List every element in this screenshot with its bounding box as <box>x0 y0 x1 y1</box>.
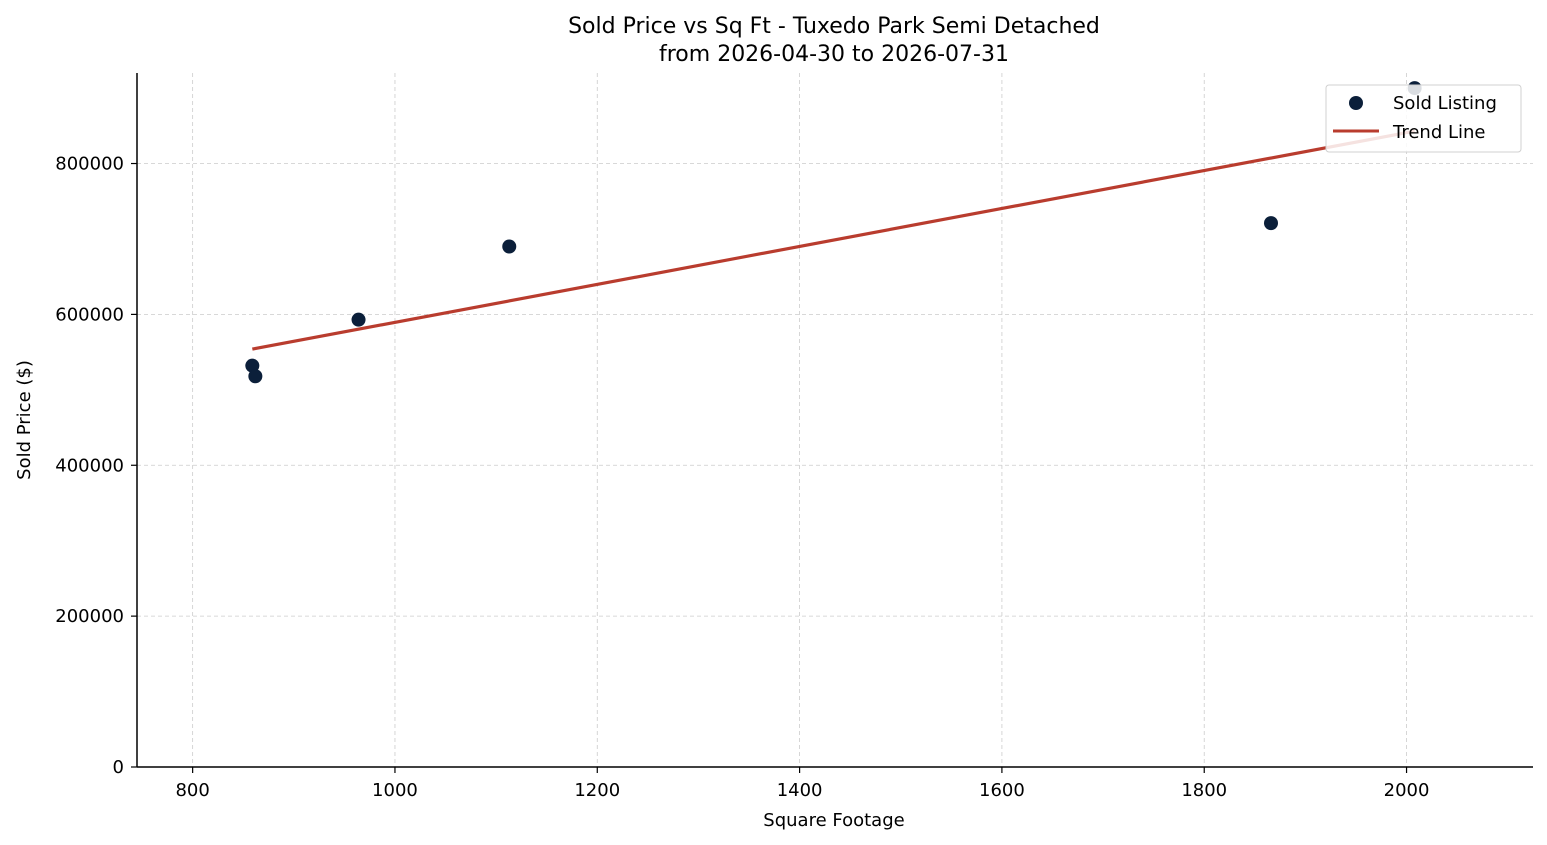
scatter-point <box>502 239 517 254</box>
y-tick-label: 800000 <box>55 154 124 175</box>
y-tick-label: 0 <box>113 757 124 778</box>
grid <box>137 73 1533 767</box>
axes <box>136 73 1533 768</box>
trend-line <box>252 129 1415 351</box>
x-tick-label: 1600 <box>979 780 1025 801</box>
y-tick-label: 600000 <box>55 304 124 325</box>
y-tick-label: 400000 <box>55 455 124 476</box>
scatter-point <box>351 312 366 327</box>
series-layer <box>245 81 1422 384</box>
x-axis-label: Square Footage <box>763 810 904 831</box>
legend-box <box>1325 84 1522 153</box>
legend-marker-sold-listing <box>1349 96 1363 110</box>
y-ticks: 0 200000 400000 600000 800000 <box>55 154 137 778</box>
x-tick-label: 1200 <box>574 780 620 801</box>
scatter-point <box>248 369 263 384</box>
x-ticks: 800 1000 1200 1400 1600 1800 2000 <box>175 767 1429 801</box>
x-tick-label: 2000 <box>1384 780 1430 801</box>
legend: Sold Listing Trend Line <box>1325 84 1522 153</box>
x-tick-label: 1800 <box>1181 780 1227 801</box>
x-tick-label: 1000 <box>372 780 418 801</box>
chart-title: Sold Price vs Sq Ft - Tuxedo Park Semi D… <box>568 14 1100 39</box>
y-axis-label: Sold Price ($) <box>14 360 35 480</box>
x-tick-label: 800 <box>175 780 209 801</box>
legend-label-trend-line: Trend Line <box>1392 122 1486 143</box>
legend-label-sold-listing: Sold Listing <box>1393 93 1497 114</box>
x-tick-label: 1400 <box>777 780 823 801</box>
y-tick-label: 200000 <box>55 606 124 627</box>
scatter-point <box>1263 216 1278 231</box>
scatter-point <box>245 358 260 373</box>
chart-subtitle: from 2026-04-30 to 2026-07-31 <box>659 42 1009 67</box>
